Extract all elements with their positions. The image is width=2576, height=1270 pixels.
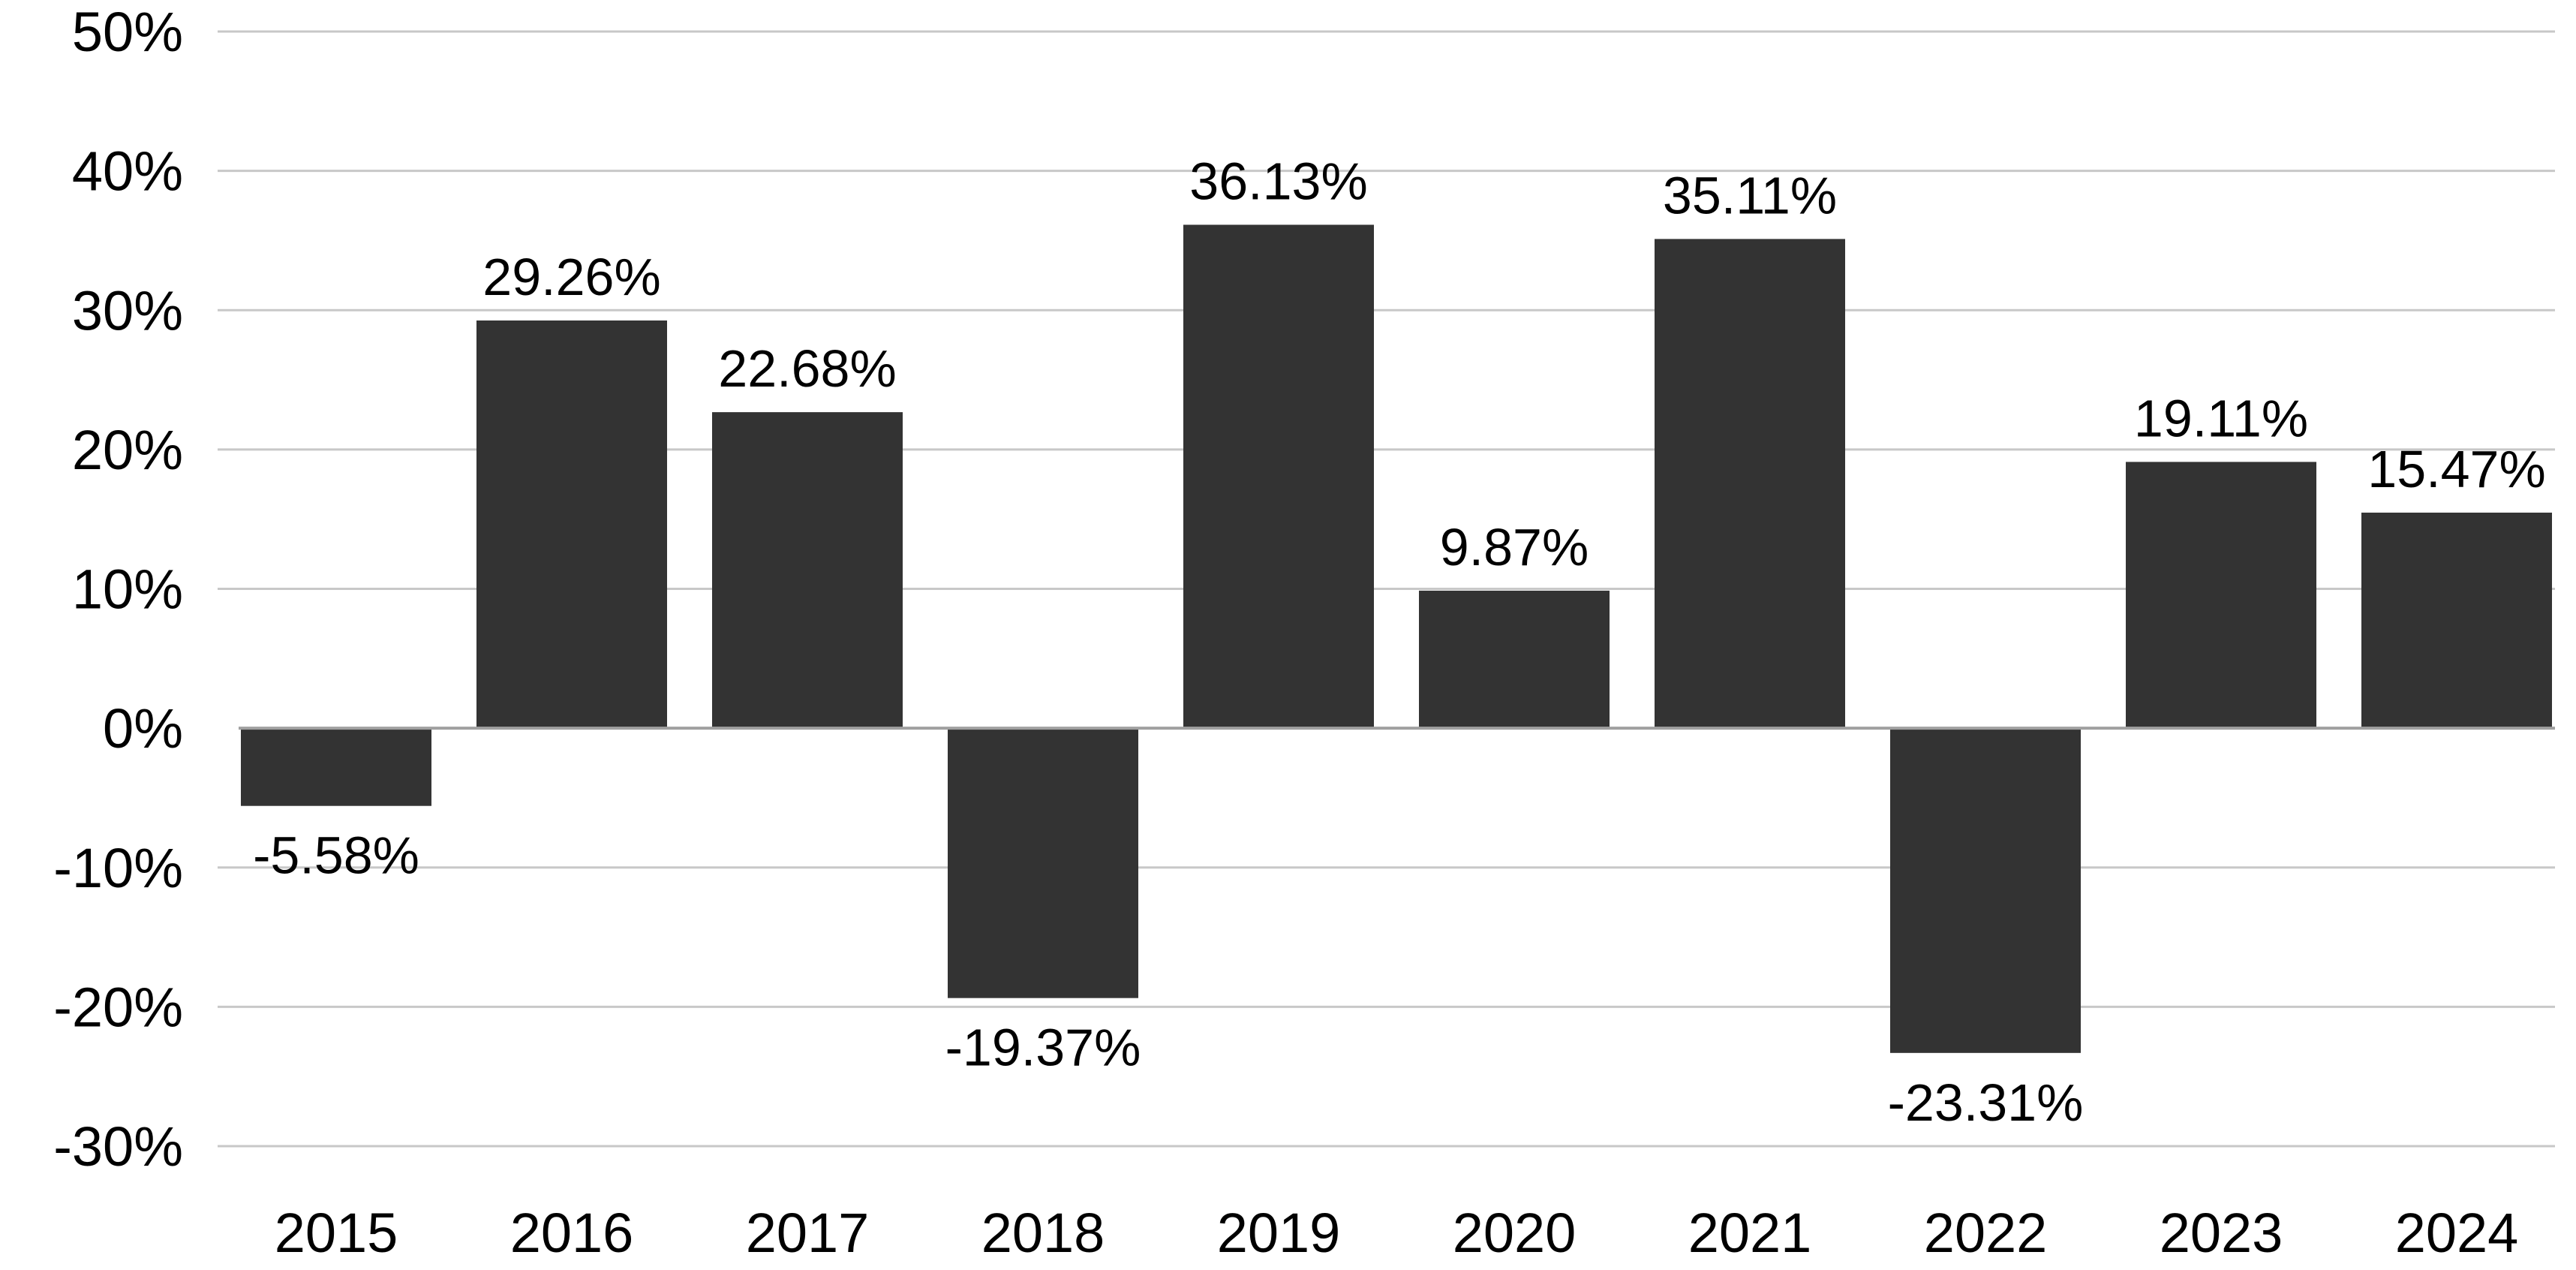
y-tick-label: -30% <box>53 1115 183 1178</box>
x-tick-label: 2023 <box>2160 1202 2283 1264</box>
y-tick-label: 20% <box>72 419 183 481</box>
x-tick-label: 2024 <box>2395 1202 2519 1264</box>
y-axis-tick-labels: 50% 40% 30% 20% 10% 0% -10% -20% -30% <box>53 1 183 1178</box>
y-tick-label: 40% <box>72 140 183 203</box>
y-tick-label: 30% <box>72 279 183 342</box>
y-tick-label: 0% <box>103 697 183 760</box>
data-labels: -5.58% 29.26% 22.68% -19.37% 36.13% 9.87% 35.1… <box>253 152 2546 1131</box>
y-tick-label: -20% <box>53 976 183 1038</box>
y-tick-label: 50% <box>72 1 183 63</box>
bar <box>2361 512 2552 729</box>
bar <box>241 728 431 806</box>
x-tick-label: 2017 <box>746 1202 870 1264</box>
data-label: 35.11% <box>1663 166 1837 224</box>
x-tick-label: 2022 <box>1924 1202 2048 1264</box>
bars <box>239 224 2555 1053</box>
bar <box>948 728 1138 998</box>
y-tick-label: 10% <box>72 558 183 621</box>
data-label: -5.58% <box>253 826 419 885</box>
bar <box>476 320 667 729</box>
x-tick-label: 2019 <box>1217 1202 1341 1264</box>
data-label: 29.26% <box>482 248 660 306</box>
data-label: -19.37% <box>945 1019 1141 1077</box>
bar <box>1890 728 2081 1053</box>
data-label: 22.68% <box>718 339 896 398</box>
data-label: 15.47% <box>2367 440 2545 498</box>
bar <box>712 412 903 729</box>
bar <box>1183 224 1374 729</box>
x-tick-label: 2020 <box>1453 1202 1577 1264</box>
bar <box>1655 239 1845 729</box>
data-label: 9.87% <box>1440 518 1589 576</box>
x-tick-label: 2021 <box>1688 1202 1812 1264</box>
bar <box>1419 590 1610 729</box>
data-label: 36.13% <box>1189 152 1367 210</box>
y-tick-label: -10% <box>53 837 183 899</box>
x-tick-label: 2018 <box>981 1202 1105 1264</box>
x-axis-category-labels: 2015 2016 2017 2018 2019 2020 2021 2022 2023 2024 <box>275 1202 2519 1264</box>
data-label: -23.31% <box>1888 1073 2084 1132</box>
x-tick-label: 2015 <box>275 1202 398 1264</box>
data-label: 19.11% <box>2134 389 2308 447</box>
x-tick-label: 2016 <box>510 1202 634 1264</box>
bar <box>2126 462 2316 729</box>
